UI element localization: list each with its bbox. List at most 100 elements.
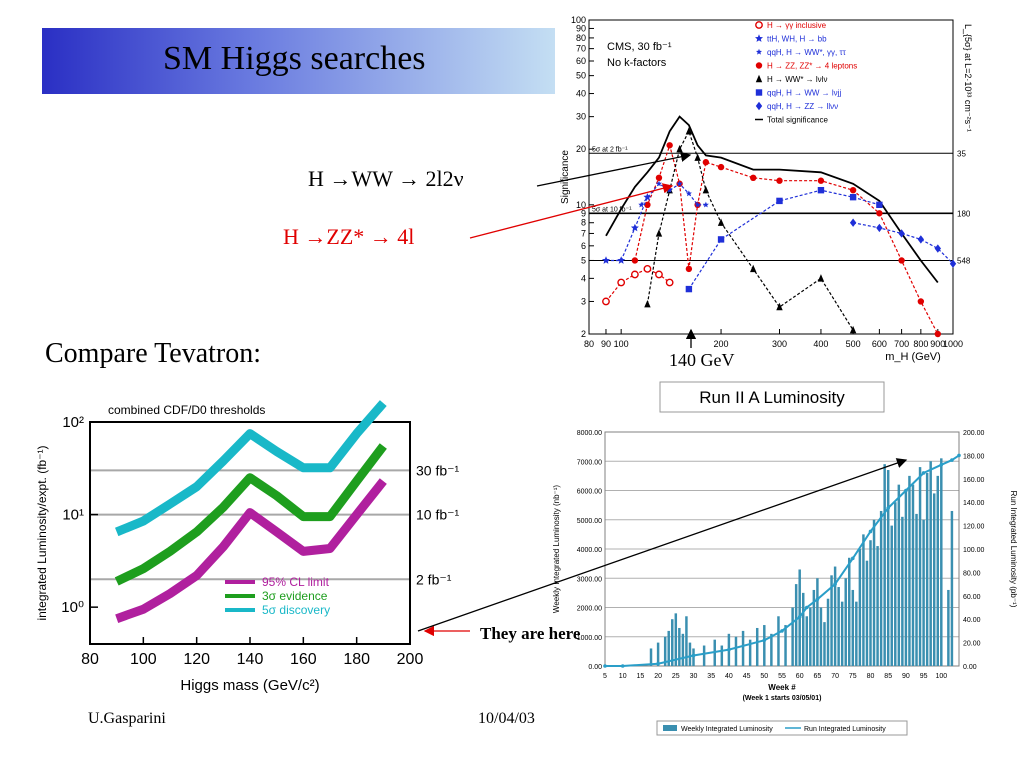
data-point xyxy=(602,256,610,264)
data-point xyxy=(655,270,663,279)
footer-date: 10/04/03 xyxy=(478,710,535,727)
x-tick-label: 160 xyxy=(290,651,317,668)
x-tick-label: 600 xyxy=(872,339,887,349)
x-tick-label: 200 xyxy=(397,651,424,668)
x-tick-label: 100 xyxy=(130,651,157,668)
weekly-bar xyxy=(819,607,823,666)
y-axis-label: Significance xyxy=(560,150,571,204)
legend-label: qqH, H → ZZ → llνν xyxy=(767,102,838,111)
weekly-bar xyxy=(770,633,773,666)
weekly-bar xyxy=(784,625,787,666)
weekly-bar xyxy=(663,636,667,666)
threshold-right-label: 548 xyxy=(957,256,971,265)
y2-tick-label: 100.00 xyxy=(963,547,985,554)
y-tick-label: 10 xyxy=(576,200,586,210)
weekly-bar xyxy=(702,645,706,666)
data-point xyxy=(750,264,757,273)
legend-label: H → γγ inclusive xyxy=(767,21,827,30)
weekly-bar xyxy=(911,484,915,666)
weekly-bar xyxy=(950,510,954,666)
y-tick-label: 50 xyxy=(576,71,586,81)
y2-tick-label: 140.00 xyxy=(963,500,985,507)
run-integrated-point xyxy=(780,629,784,633)
data-point xyxy=(898,257,905,264)
data-point xyxy=(934,330,942,338)
data-point xyxy=(685,265,693,273)
y-axis-label: integrated Luminosity/expt. (fb⁻¹) xyxy=(35,445,49,620)
x-tick-label: 80 xyxy=(81,651,99,668)
weekly-bar xyxy=(879,510,883,666)
run-integrated-point xyxy=(950,458,954,462)
they-are-here-label: They are here xyxy=(480,624,581,643)
y2-tick-label: 40.00 xyxy=(963,617,981,624)
weekly-bar xyxy=(844,578,847,666)
y-tick-label: 20 xyxy=(576,144,586,154)
data-point xyxy=(617,278,626,287)
y2-tick-label: 180.00 xyxy=(963,453,985,460)
weekly-bar xyxy=(809,607,812,666)
weekly-bar xyxy=(908,475,911,666)
x-tick-label: 900 xyxy=(930,339,945,349)
data-point xyxy=(849,218,857,227)
data-point xyxy=(849,193,857,201)
data-point xyxy=(685,127,693,135)
weekly-bar xyxy=(763,625,766,666)
footer-author: U.Gasparini xyxy=(88,710,166,727)
y-tick-label: 8 xyxy=(581,218,586,228)
series-line xyxy=(688,189,880,290)
right-axis-label: L_{5σ} at L=2·10³³ cm⁻²s⁻¹ xyxy=(963,24,973,132)
weekly-bar xyxy=(922,519,925,666)
series-line xyxy=(646,129,854,331)
run-integrated-point xyxy=(603,664,607,668)
weekly-bar xyxy=(678,627,681,666)
x-tick-label: 400 xyxy=(813,339,828,349)
weekly-bar xyxy=(925,472,929,666)
series-band xyxy=(115,400,387,537)
weekly-bar xyxy=(918,467,922,666)
x-tick-label: 60 xyxy=(796,673,804,680)
weekly-bar xyxy=(932,493,936,666)
tevatron-chart-svg: combined CDF/D0 thresholds 30 fb⁻¹ 10 fb⁻¹… xyxy=(35,400,460,694)
data-point xyxy=(602,297,610,306)
y2-tick-label: 60.00 xyxy=(963,594,981,601)
data-point xyxy=(685,285,693,293)
x-tick-label: 90 xyxy=(902,673,910,680)
data-point xyxy=(817,274,825,282)
data-point xyxy=(849,186,857,194)
title-banner xyxy=(42,28,572,94)
data-point xyxy=(817,177,825,184)
y-tick-label: 60 xyxy=(576,56,586,66)
run-integrated-point xyxy=(797,615,802,619)
x-tick-label: 100 xyxy=(614,339,629,349)
data-point xyxy=(644,299,651,308)
x-tick-label: 65 xyxy=(814,673,822,680)
cms-significance-plot: 2 3 4 5 6 7 8 9 10 20 30 40 50 60 70 80 90 100 80 90 100 200 3… xyxy=(555,8,987,368)
weekly-bar xyxy=(855,601,858,666)
y-tick-label: 4 xyxy=(581,273,586,283)
annotation-ww: H →WW → 2l2ν xyxy=(308,166,464,191)
x-tick-label: 95 xyxy=(920,673,928,680)
data-point xyxy=(776,177,783,184)
weekly-bar xyxy=(851,589,855,666)
x-tick-label: 35 xyxy=(707,673,715,680)
data-point xyxy=(817,186,825,194)
legend-marker xyxy=(755,89,763,96)
legend-marker xyxy=(755,74,763,83)
weekly-bar xyxy=(816,578,819,666)
run-integrated-point xyxy=(691,653,696,658)
y2-tick-label: 20.00 xyxy=(963,641,981,648)
y-tick-label: 4000.00 xyxy=(577,547,602,554)
legend-box xyxy=(656,720,908,736)
chart-title: combined CDF/D0 thresholds xyxy=(108,403,265,417)
run-integrated-point xyxy=(921,471,926,475)
legend-label: 3σ evidence xyxy=(262,589,328,603)
legend-label: qqH, H → WW → lνjj xyxy=(767,89,841,98)
run-integrated-point xyxy=(939,462,944,467)
weekly-bar xyxy=(823,622,826,666)
run-integrated-point xyxy=(656,661,660,666)
threshold-label: 5σ at 10 fb⁻¹ xyxy=(592,206,632,213)
compare-tevatron-label: Compare Tevatron: xyxy=(45,338,262,369)
x-tick-label: 800 xyxy=(913,339,928,349)
x-tick-label: 140 xyxy=(237,651,264,668)
